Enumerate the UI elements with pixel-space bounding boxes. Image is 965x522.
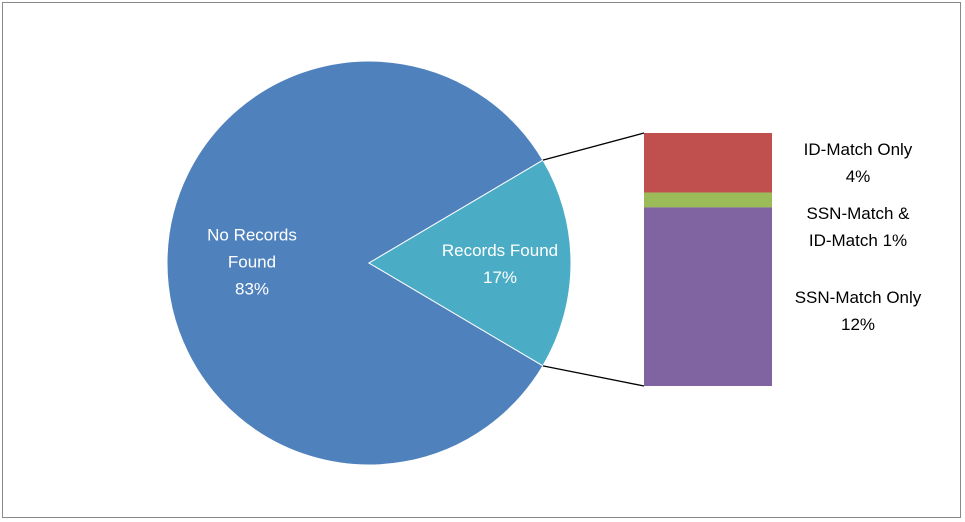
label-text: 12% (840, 315, 876, 334)
data-label: Records Found 17% (410, 237, 590, 291)
label-text: SSN-Match Only (794, 288, 922, 307)
connector-line (542, 132, 645, 161)
bar-segment (644, 207, 772, 386)
connector-line (542, 365, 645, 387)
label-text: 1% (882, 231, 908, 250)
data-label: No Records Found 83% (192, 222, 312, 303)
label-text: 17% (482, 268, 518, 287)
pie-slice (166, 60, 544, 466)
data-label: SSN-Match & ID-Match 1% (793, 200, 923, 254)
pie-slice (368, 159, 572, 367)
label-text: 4% (845, 167, 871, 186)
bar-segment (644, 133, 772, 193)
data-label: SSN-Match Only 12% (778, 284, 938, 338)
label-text: SSN-Match & ID-Match (806, 204, 910, 250)
label-text: Records Found (441, 241, 559, 260)
label-text: 83% (234, 279, 270, 299)
label-text: ID-Match Only (803, 140, 913, 159)
data-label: ID-Match Only 4% (783, 136, 933, 190)
bar-segment (644, 192, 772, 208)
label-text: No Records Found (207, 225, 297, 272)
